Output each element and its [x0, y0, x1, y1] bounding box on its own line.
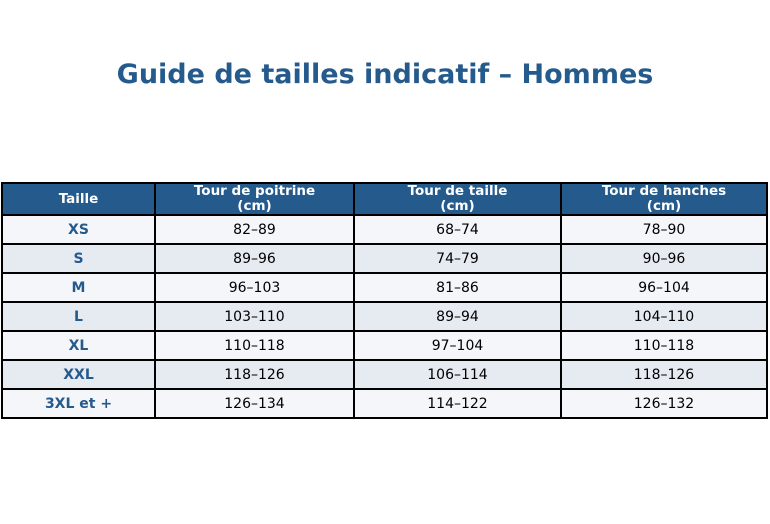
size-cell: S: [1, 243, 156, 274]
waist-cell: 89–94: [353, 301, 562, 332]
hips-cell: 78–90: [560, 214, 768, 245]
size-cell: M: [1, 272, 156, 303]
waist-cell: 114–122: [353, 388, 562, 419]
table-row: XXL 118–126 106–114 118–126: [1, 359, 768, 390]
size-cell: XXL: [1, 359, 156, 390]
waist-cell: 68–74: [353, 214, 562, 245]
waist-cell: 81–86: [353, 272, 562, 303]
size-guide-table: Taille Tour de poitrine (cm) Tour de tai…: [1, 182, 768, 419]
table-row: XS 82–89 68–74 78–90: [1, 214, 768, 245]
table-row: S 89–96 74–79 90–96: [1, 243, 768, 274]
chest-cell: 118–126: [154, 359, 355, 390]
chest-cell: 110–118: [154, 330, 355, 361]
hips-cell: 104–110: [560, 301, 768, 332]
waist-cell: 97–104: [353, 330, 562, 361]
table-row: M 96–103 81–86 96–104: [1, 272, 768, 303]
hips-cell: 110–118: [560, 330, 768, 361]
table-row: 3XL et + 126–134 114–122 126–132: [1, 388, 768, 419]
hips-cell: 96–104: [560, 272, 768, 303]
header-size: Taille: [1, 182, 156, 216]
size-cell: XL: [1, 330, 156, 361]
chest-cell: 103–110: [154, 301, 355, 332]
header-waist: Tour de taille (cm): [353, 182, 562, 216]
header-chest: Tour de poitrine (cm): [154, 182, 355, 216]
chest-cell: 82–89: [154, 214, 355, 245]
size-cell: XS: [1, 214, 156, 245]
table-header-row: Taille Tour de poitrine (cm) Tour de tai…: [1, 182, 768, 216]
size-cell: L: [1, 301, 156, 332]
page-title: Guide de tailles indicatif – Hommes: [116, 59, 654, 90]
chest-cell: 126–134: [154, 388, 355, 419]
waist-cell: 74–79: [353, 243, 562, 274]
waist-cell: 106–114: [353, 359, 562, 390]
hips-cell: 118–126: [560, 359, 768, 390]
table-row: L 103–110 89–94 104–110: [1, 301, 768, 332]
hips-cell: 90–96: [560, 243, 768, 274]
header-hips: Tour de hanches (cm): [560, 182, 768, 216]
hips-cell: 126–132: [560, 388, 768, 419]
table-row: XL 110–118 97–104 110–118: [1, 330, 768, 361]
chest-cell: 96–103: [154, 272, 355, 303]
chest-cell: 89–96: [154, 243, 355, 274]
size-cell: 3XL et +: [1, 388, 156, 419]
